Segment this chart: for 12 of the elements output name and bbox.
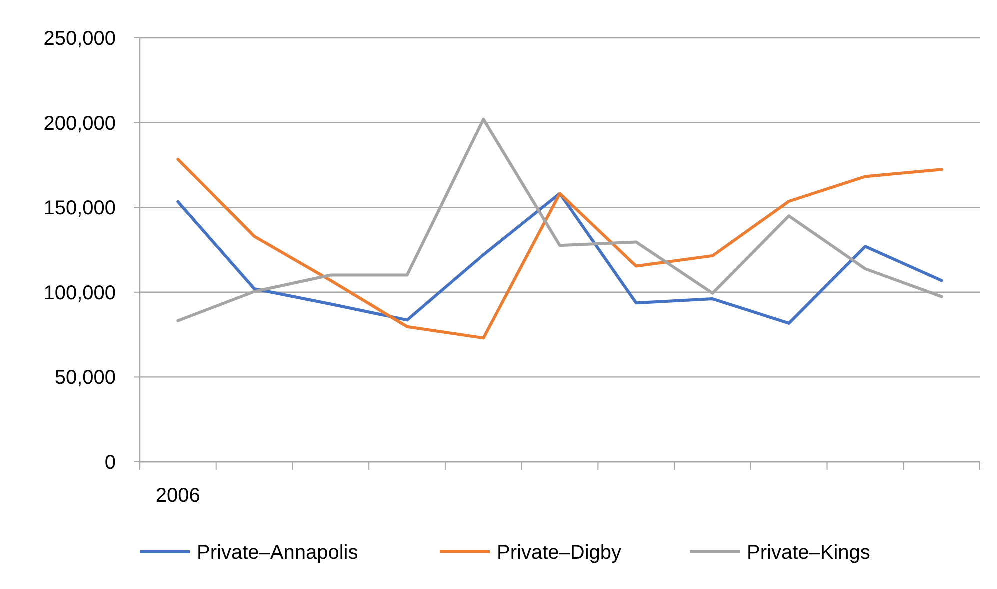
y-tick-label: 150,000 xyxy=(44,198,116,220)
legend-label: Private–Annapolis xyxy=(197,542,358,564)
y-tick-label: 250,000 xyxy=(44,28,116,50)
line-series xyxy=(176,192,944,325)
y-tick-label: 50,000 xyxy=(54,367,116,390)
y-tick-label: 0 xyxy=(104,452,116,474)
x-tick-label: 2006 xyxy=(156,485,200,507)
line-series xyxy=(176,158,944,340)
y-tick-label: 200,000 xyxy=(44,112,116,135)
legend-label: Private–Kings xyxy=(747,542,870,564)
y-tick-label: 100,000 xyxy=(44,282,116,304)
legend-label: Private–Digby xyxy=(497,542,622,564)
